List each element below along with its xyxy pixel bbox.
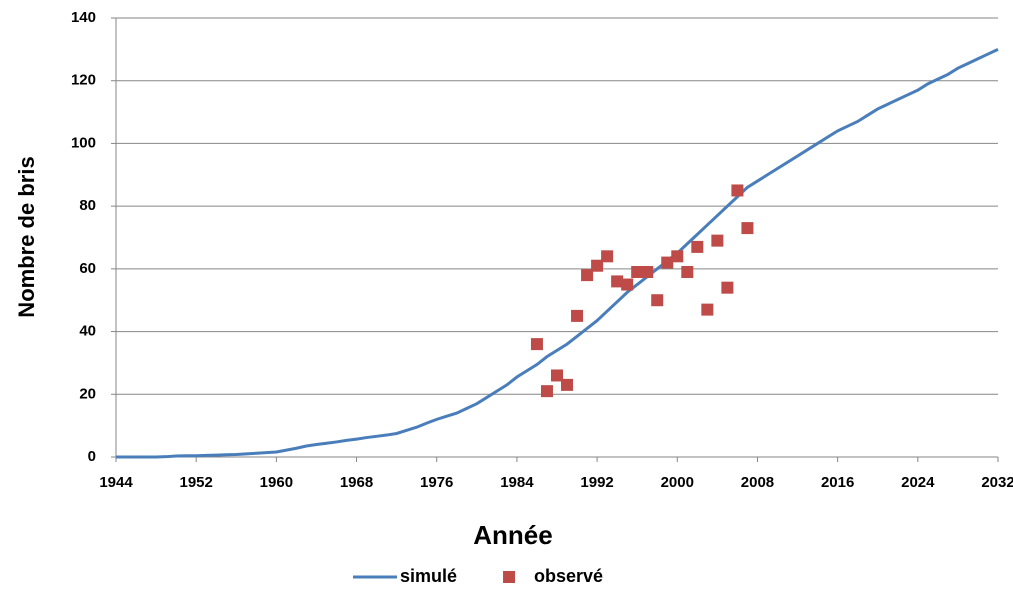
point — [741, 222, 754, 235]
legend-label: simulé — [400, 566, 457, 586]
x-axis-label: Année — [473, 520, 552, 550]
point — [561, 378, 574, 391]
point — [591, 259, 604, 272]
point — [721, 281, 734, 294]
point — [601, 250, 614, 263]
point — [530, 338, 543, 351]
point — [711, 234, 724, 247]
line — [116, 47, 999, 459]
x-tick-label: 1992 — [580, 474, 613, 491]
x-tick-label: 2008 — [741, 474, 774, 491]
point — [731, 184, 744, 197]
point — [581, 269, 594, 282]
x-tick-label: 1952 — [179, 474, 212, 491]
y-tick-label: 40 — [79, 323, 96, 340]
x-tick-label: 2016 — [821, 474, 854, 491]
x-tick-label: 1960 — [260, 474, 293, 491]
point — [691, 240, 704, 253]
point — [621, 278, 634, 291]
x-tick-label: 1968 — [340, 474, 373, 491]
y-tick-label: 140 — [71, 9, 96, 26]
point — [671, 250, 684, 263]
point — [540, 385, 553, 398]
point — [641, 265, 654, 278]
point — [681, 265, 694, 278]
point — [651, 294, 664, 307]
point — [701, 303, 714, 316]
legend-marker — [503, 571, 516, 583]
x-tick-label: 2032 — [981, 474, 1013, 491]
y-tick-label: 100 — [71, 134, 96, 151]
x-tick-label: 2000 — [661, 474, 694, 491]
x-tick-label: 1976 — [420, 474, 453, 491]
y-tick-label: 20 — [79, 385, 96, 402]
point — [661, 256, 674, 269]
y-tick-label: 60 — [79, 260, 96, 277]
point — [551, 369, 563, 382]
point — [631, 265, 644, 278]
y-tick-label: 120 — [71, 72, 96, 89]
x-tick-label: 1944 — [99, 474, 133, 491]
point — [571, 309, 584, 322]
y-tick-label: 0 — [88, 448, 96, 465]
legend-label: observé — [534, 566, 603, 586]
y-axis-label: Nombre de bris — [14, 156, 39, 317]
x-tick-label: 1984 — [500, 474, 534, 491]
point — [611, 275, 624, 288]
y-tick-label: 80 — [79, 197, 96, 214]
x-tick-label: 2024 — [901, 474, 935, 491]
